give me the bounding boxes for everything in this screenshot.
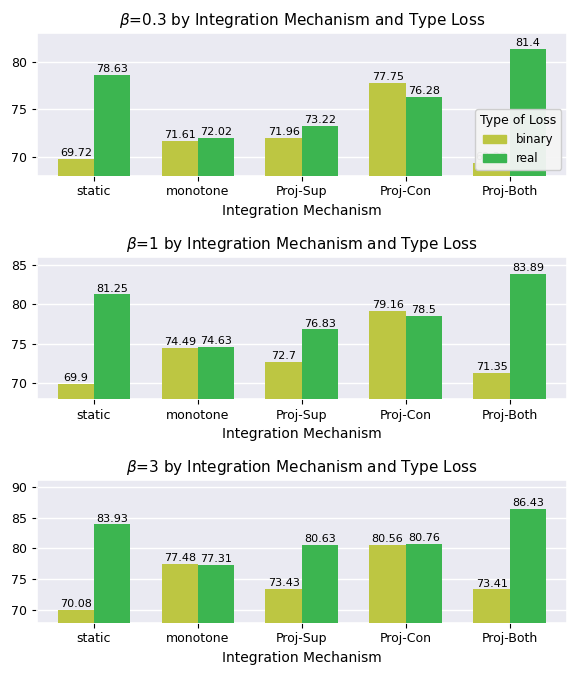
Bar [162, 564, 198, 676]
Bar [406, 316, 442, 676]
Text: 71.96: 71.96 [268, 127, 299, 137]
Bar [302, 329, 338, 676]
Text: 81.4: 81.4 [516, 38, 540, 48]
Bar [162, 348, 198, 676]
Bar [265, 362, 302, 676]
Bar [406, 544, 442, 676]
Bar [510, 274, 546, 676]
Text: 77.31: 77.31 [200, 554, 232, 564]
Bar [406, 97, 442, 676]
X-axis label: Integration Mechanism: Integration Mechanism [222, 204, 381, 218]
Text: 71.61: 71.61 [164, 130, 195, 141]
Text: 80.56: 80.56 [372, 534, 403, 544]
Text: 73.41: 73.41 [476, 579, 507, 589]
Bar [58, 610, 94, 676]
Bar [94, 524, 131, 676]
Text: 69.33: 69.33 [476, 152, 507, 162]
Text: 77.75: 77.75 [372, 72, 403, 82]
Text: 69.72: 69.72 [60, 149, 92, 158]
X-axis label: Integration Mechanism: Integration Mechanism [222, 651, 381, 665]
Text: 77.48: 77.48 [164, 554, 196, 563]
Text: 70.08: 70.08 [60, 599, 92, 609]
Title: $\beta$=0.3 by Integration Mechanism and Type Loss: $\beta$=0.3 by Integration Mechanism and… [118, 11, 485, 30]
Bar [510, 508, 546, 676]
Text: 76.28: 76.28 [408, 87, 440, 96]
Bar [198, 565, 234, 676]
Text: 71.35: 71.35 [476, 362, 507, 372]
Text: 72.02: 72.02 [200, 126, 232, 137]
Text: 80.63: 80.63 [304, 534, 336, 544]
Bar [302, 545, 338, 676]
Bar [473, 372, 510, 676]
Bar [265, 589, 302, 676]
Text: 72.7: 72.7 [271, 352, 296, 361]
Text: 81.25: 81.25 [97, 284, 128, 293]
Text: 80.76: 80.76 [408, 533, 440, 543]
Bar [94, 295, 131, 676]
Bar [162, 141, 198, 676]
Text: 83.89: 83.89 [512, 263, 544, 273]
Bar [369, 545, 406, 676]
Legend: binary, real: binary, real [475, 110, 561, 170]
Bar [369, 311, 406, 676]
Text: 79.16: 79.16 [372, 300, 403, 310]
Text: 78.63: 78.63 [97, 64, 128, 74]
Title: $\beta$=3 by Integration Mechanism and Type Loss: $\beta$=3 by Integration Mechanism and T… [126, 458, 478, 477]
Text: 74.49: 74.49 [164, 337, 196, 347]
X-axis label: Integration Mechanism: Integration Mechanism [222, 427, 381, 441]
Bar [198, 347, 234, 676]
Text: 76.83: 76.83 [304, 318, 336, 329]
Text: 73.43: 73.43 [268, 579, 299, 588]
Text: 83.93: 83.93 [97, 514, 128, 523]
Bar [302, 126, 338, 676]
Bar [198, 137, 234, 676]
Text: 86.43: 86.43 [512, 498, 544, 508]
Bar [473, 163, 510, 676]
Bar [94, 75, 131, 676]
Bar [58, 384, 94, 676]
Bar [510, 49, 546, 676]
Text: 73.22: 73.22 [304, 115, 336, 125]
Text: 74.63: 74.63 [200, 336, 232, 346]
Text: 69.9: 69.9 [64, 373, 88, 383]
Bar [473, 589, 510, 676]
Bar [369, 83, 406, 676]
Bar [265, 138, 302, 676]
Text: 78.5: 78.5 [412, 306, 436, 316]
Title: $\beta$=1 by Integration Mechanism and Type Loss: $\beta$=1 by Integration Mechanism and T… [126, 235, 478, 254]
Bar [58, 160, 94, 676]
